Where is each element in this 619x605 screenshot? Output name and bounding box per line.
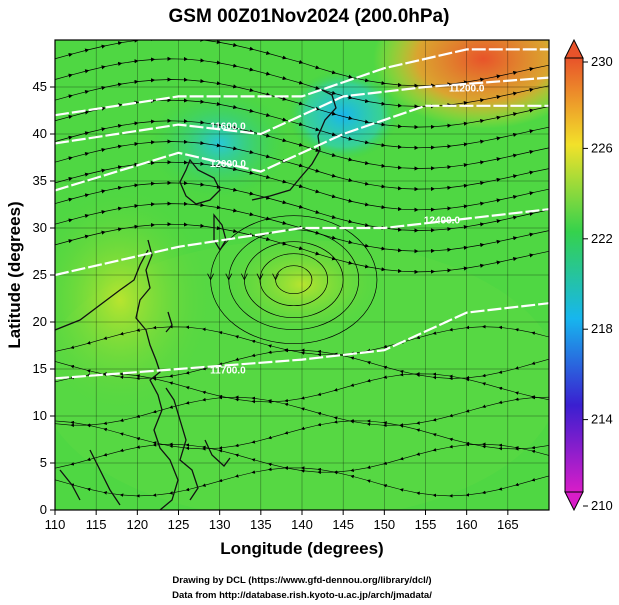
height-contour	[55, 104, 549, 192]
streamline	[55, 395, 549, 428]
y-tick-label: 15	[33, 361, 47, 376]
y-axis: 0 5 10 15 20 25 30 35 40 45	[33, 79, 55, 517]
x-tick-label: 110	[45, 517, 66, 532]
x-tick-label: 135	[250, 517, 272, 532]
height-contours: 11700.0 12400.0 12000.0 11600.0 11200.0	[55, 48, 549, 380]
x-tick-label: 140	[291, 517, 313, 532]
coastlines	[55, 89, 337, 510]
x-tick-label: 115	[86, 517, 107, 532]
height-contour	[55, 48, 549, 117]
height-contour	[55, 208, 549, 277]
x-tick-label: 130	[209, 517, 231, 532]
credit-drawing: Drawing by DCL (https://www.gfd-dennou.o…	[172, 575, 431, 586]
colorbar-min-arrow	[564, 491, 584, 512]
colorbar-tick-label: 230	[591, 54, 613, 69]
x-tick-label: 155	[415, 517, 437, 532]
colorbar-max-arrow	[564, 38, 584, 59]
y-tick-label: 30	[33, 220, 47, 235]
height-contour-label: 12400.0	[424, 215, 461, 226]
x-tick-label: 150	[373, 517, 395, 532]
height-contour-label: 11700.0	[210, 366, 246, 377]
streamline-arrow	[241, 273, 248, 280]
height-contour-label: 11600.0	[210, 121, 246, 132]
x-tick-label: 120	[126, 517, 148, 532]
colorbar-tick-label: 222	[591, 231, 613, 246]
colorbar-scale	[564, 57, 584, 493]
streamlines	[55, 40, 549, 498]
y-tick-label: 5	[40, 455, 47, 470]
y-tick-label: 10	[33, 408, 47, 423]
streamline-arrow	[256, 273, 264, 280]
colorbar: 210 214 218 222 226 230	[564, 38, 613, 513]
streamline	[55, 222, 549, 274]
y-tick-label: 45	[33, 79, 47, 94]
y-axis-label: Latitude (degrees)	[5, 201, 24, 348]
chart-title: GSM 00Z01Nov2024 (200.0hPa)	[169, 6, 450, 27]
streamline-arrow	[225, 273, 233, 280]
streamline	[55, 465, 549, 498]
x-axis-label: Longitude (degrees)	[220, 539, 383, 558]
height-contour-label: 11200.0	[449, 84, 485, 95]
streamline-arrow	[272, 273, 279, 280]
credit-data: Data from http://database.rish.kyoto-u.a…	[172, 590, 432, 601]
colorbar-tick-label: 218	[591, 321, 613, 336]
x-tick-label: 160	[456, 517, 478, 532]
y-tick-label: 35	[33, 173, 47, 188]
y-tick-label: 0	[40, 502, 47, 517]
y-tick-label: 40	[33, 126, 47, 141]
height-contour	[55, 302, 549, 380]
colorbar-tick-label: 210	[591, 498, 613, 513]
x-axis: 110 115 120 125 130 135 140 145 150 155 160 165	[45, 510, 519, 532]
x-tick-label: 145	[332, 517, 354, 532]
colorbar-tick-label: 226	[591, 140, 613, 155]
y-tick-label: 25	[33, 267, 47, 282]
x-tick-label: 125	[168, 517, 190, 532]
x-tick-label: 165	[497, 517, 519, 532]
streamline-arrow	[207, 273, 214, 280]
height-contour-label: 12000.0	[210, 159, 247, 170]
y-tick-label: 20	[33, 314, 47, 329]
plot-area: 11700.0 12400.0 12000.0 11600.0 11200.0	[55, 40, 549, 510]
height-contour	[55, 76, 549, 145]
colorbar-tick-label: 214	[591, 412, 613, 427]
